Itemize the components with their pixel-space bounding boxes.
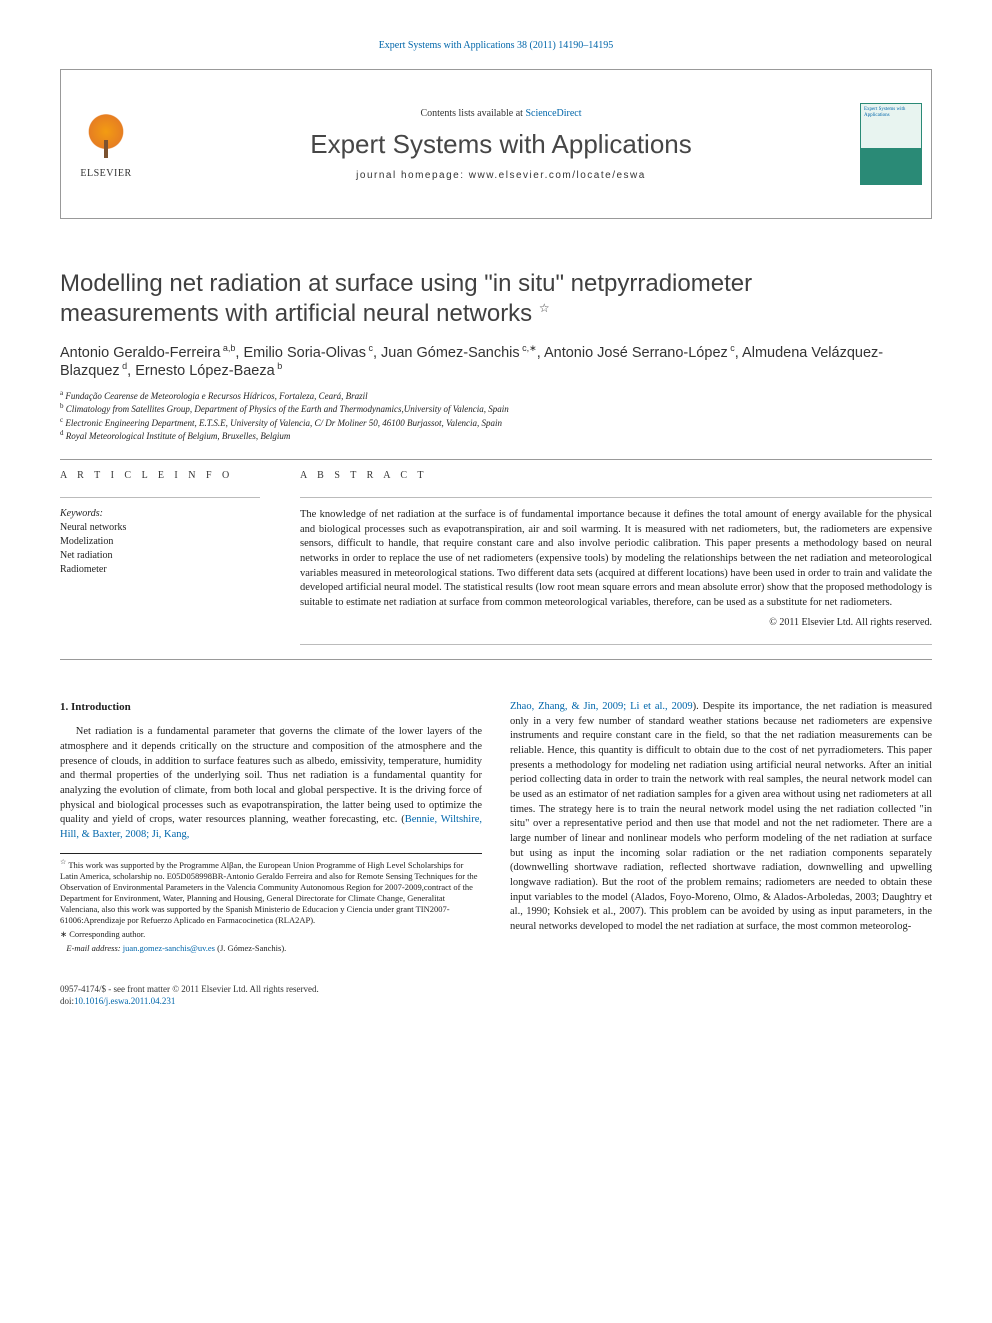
journal-homepage: journal homepage: www.elsevier.com/locat…: [356, 170, 646, 181]
affiliation-d: d Royal Meteorological Institute of Belg…: [60, 429, 932, 443]
author-list: Antonio Geraldo-Ferreira a,b, Emilio Sor…: [60, 343, 932, 379]
title-line2: measurements with artificial neural netw…: [60, 300, 532, 327]
keyword-1: Modelization: [60, 535, 260, 549]
article-info-left: A R T I C L E I N F O Keywords: Neural n…: [60, 470, 260, 655]
title-footnote-star: ☆: [539, 301, 550, 315]
divider-2: [60, 659, 932, 660]
divider-thin-3: [300, 644, 932, 645]
keyword-2: Net radiation: [60, 549, 260, 563]
contents-line: Contents lists available at ScienceDirec…: [420, 108, 581, 119]
title-line1: Modelling net radiation at surface using…: [60, 270, 752, 297]
cover-image: Expert Systems with Applications: [860, 103, 922, 185]
contents-prefix: Contents lists available at: [420, 108, 525, 119]
email-link[interactable]: juan.gomez-sanchis@uv.es: [123, 943, 215, 953]
funding-footnote: ☆ This work was supported by the Program…: [60, 858, 482, 926]
article-info-heading: A R T I C L E I N F O: [60, 470, 260, 481]
divider: [60, 459, 932, 460]
author-1: Emilio Soria-Olivas: [243, 345, 365, 361]
homepage-url[interactable]: www.elsevier.com/locate/eswa: [469, 170, 646, 181]
page-footer: 0957-4174/$ - see front matter © 2011 El…: [60, 984, 932, 1006]
abstract-column: A B S T R A C T The knowledge of net rad…: [300, 470, 932, 655]
abstract-text: The knowledge of net radiation at the su…: [300, 508, 932, 611]
intro-paragraph: Net radiation is a fundamental parameter…: [60, 725, 482, 843]
elsevier-tree-icon: [79, 110, 133, 164]
abstract-copyright: © 2011 Elsevier Ltd. All rights reserved…: [300, 617, 932, 628]
footer-front-matter: 0957-4174/$ - see front matter © 2011 El…: [60, 984, 932, 994]
corresponding-author: ∗ Corresponding author.: [60, 929, 482, 940]
journal-cover-thumb: Expert Systems with Applications: [851, 70, 931, 218]
keywords-label: Keywords:: [60, 508, 260, 519]
journal-reference: Expert Systems with Applications 38 (201…: [60, 40, 932, 51]
sciencedirect-link[interactable]: ScienceDirect: [525, 108, 581, 119]
author-0: Antonio Geraldo-Ferreira: [60, 345, 220, 361]
affiliation-c: c Electronic Engineering Department, E.T…: [60, 416, 932, 430]
section-1-heading: 1. Introduction: [60, 700, 482, 715]
abstract-heading: A B S T R A C T: [300, 470, 932, 481]
keyword-3: Radiometer: [60, 563, 260, 577]
footer-doi: doi:10.1016/j.eswa.2011.04.231: [60, 996, 932, 1006]
citation-link-2[interactable]: Zhao, Zhang, & Jin, 2009; Li et al., 200…: [510, 701, 693, 712]
body-columns: 1. Introduction Net radiation is a funda…: [60, 700, 932, 954]
article-title: Modelling net radiation at surface using…: [60, 269, 932, 329]
publisher-name: ELSEVIER: [80, 168, 131, 179]
author-5: Ernesto López-Baeza: [135, 363, 274, 379]
divider-thin: [60, 497, 260, 498]
journal-header: ELSEVIER Contents lists available at Sci…: [60, 69, 932, 219]
header-center: Contents lists available at ScienceDirec…: [151, 70, 851, 218]
email-line: E-mail address: juan.gomez-sanchis@uv.es…: [60, 943, 482, 954]
footnote-block: ☆ This work was supported by the Program…: [60, 853, 482, 954]
intro-paragraph-cont: Zhao, Zhang, & Jin, 2009; Li et al., 200…: [510, 700, 932, 935]
affiliation-a: a Fundação Cearense de Meteorologia e Re…: [60, 389, 932, 403]
author-3: Antonio José Serrano-López: [544, 345, 728, 361]
publisher-logo: ELSEVIER: [61, 70, 151, 218]
keywords-list: Neural networks Modelization Net radiati…: [60, 521, 260, 577]
article-info-row: A R T I C L E I N F O Keywords: Neural n…: [60, 470, 932, 655]
affiliation-b: b Climatology from Satellites Group, Dep…: [60, 402, 932, 416]
affiliations: a Fundação Cearense de Meteorologia e Re…: [60, 389, 932, 443]
divider-thin-2: [300, 497, 932, 498]
author-2: Juan Gómez-Sanchis: [381, 345, 520, 361]
doi-link[interactable]: 10.1016/j.eswa.2011.04.231: [74, 996, 175, 1006]
keyword-0: Neural networks: [60, 521, 260, 535]
journal-reference-link[interactable]: Expert Systems with Applications 38 (201…: [379, 40, 614, 51]
journal-title: Expert Systems with Applications: [310, 129, 692, 160]
